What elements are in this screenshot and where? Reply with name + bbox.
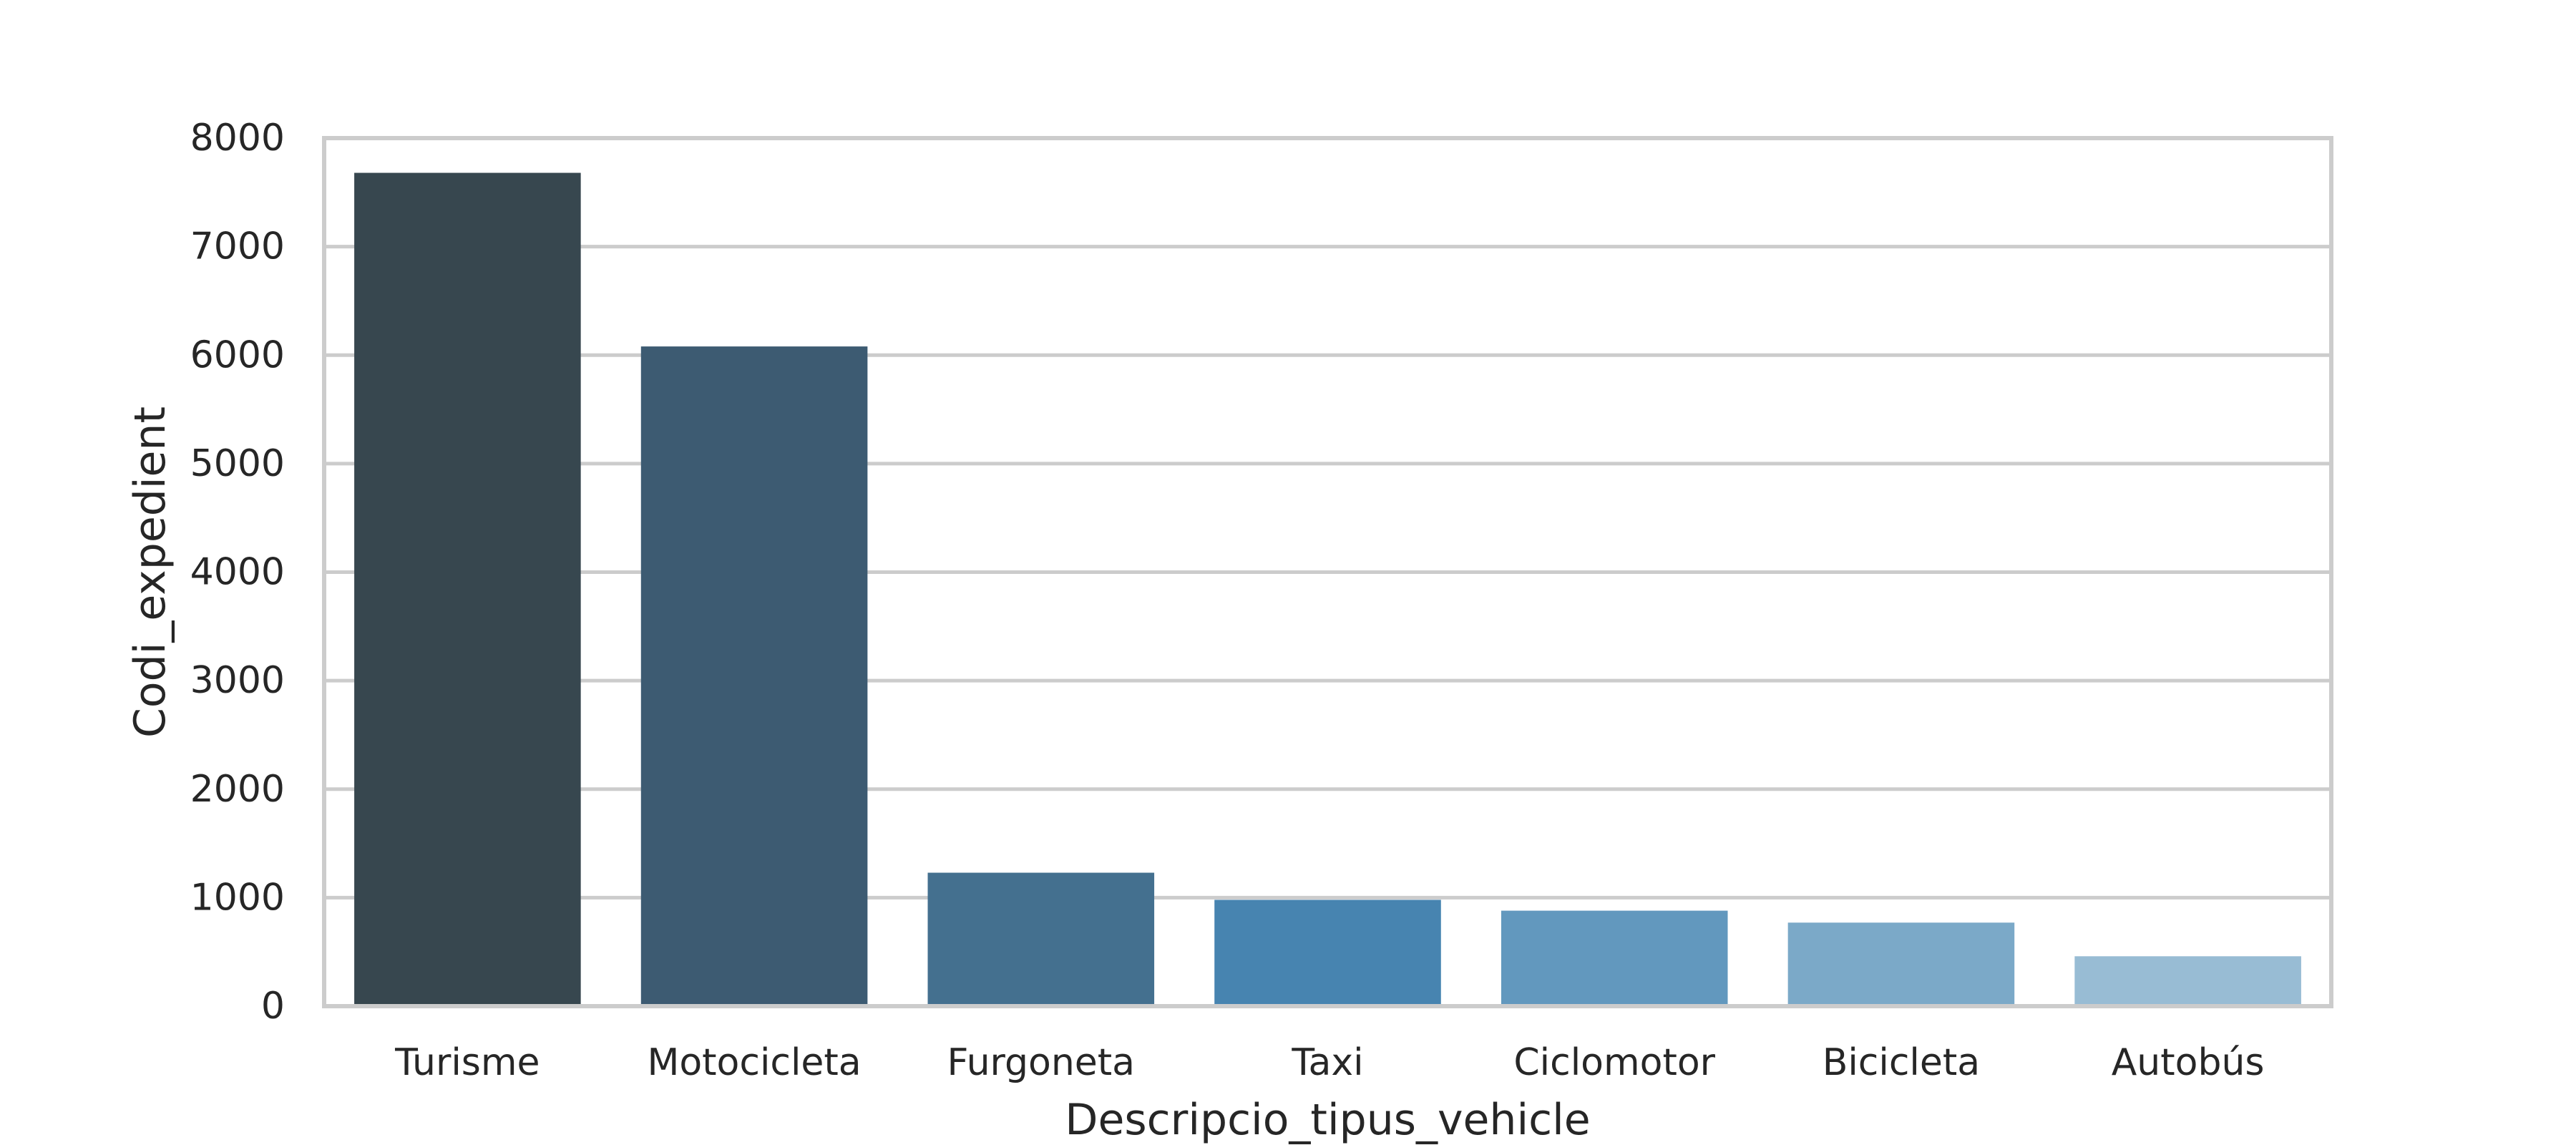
y-tick-label: 3000 (190, 659, 285, 702)
x-tick-label: Bicicleta (1823, 1041, 1980, 1084)
bar-furgoneta (927, 872, 1155, 1006)
y-axis-title: Codi_expedient (125, 406, 175, 738)
bar-ciclomotor (1501, 910, 1728, 1006)
y-tick-label: 1000 (190, 876, 285, 919)
bar-bicicleta (1787, 922, 2015, 1006)
x-tick-label: Turisme (394, 1041, 540, 1084)
x-tick-label: Furgoneta (947, 1041, 1136, 1084)
y-tick-label: 4000 (190, 551, 285, 594)
y-tick-label: 0 (261, 985, 285, 1028)
x-tick-labels: Turisme Motocicleta Furgoneta Taxi Ciclomoto… (394, 1041, 2264, 1084)
x-tick-label: Autobús (2112, 1041, 2265, 1084)
y-tick-label: 6000 (190, 333, 285, 376)
bar-motocicleta (640, 346, 868, 1006)
y-tick-label: 5000 (190, 442, 285, 485)
bar-autobus (2074, 956, 2301, 1006)
y-tick-label: 2000 (190, 768, 285, 811)
plot-frame (322, 136, 2333, 1008)
y-tick-label: 8000 (190, 117, 285, 160)
y-gridlines (324, 136, 2331, 1008)
bars (354, 172, 2301, 1006)
x-tick-label: Ciclomotor (1513, 1041, 1715, 1084)
x-axis-title: Descripcio_tipus_vehicle (1065, 1095, 1590, 1145)
bar-turisme (354, 172, 581, 1006)
y-tick-label: 7000 (190, 225, 285, 268)
x-tick-label: Taxi (1291, 1041, 1363, 1084)
x-tick-label: Motocicleta (647, 1041, 861, 1084)
y-tick-labels: 0 1000 2000 3000 4000 5000 6000 7000 8000 (190, 117, 285, 1028)
bar-taxi (1214, 900, 1441, 1006)
